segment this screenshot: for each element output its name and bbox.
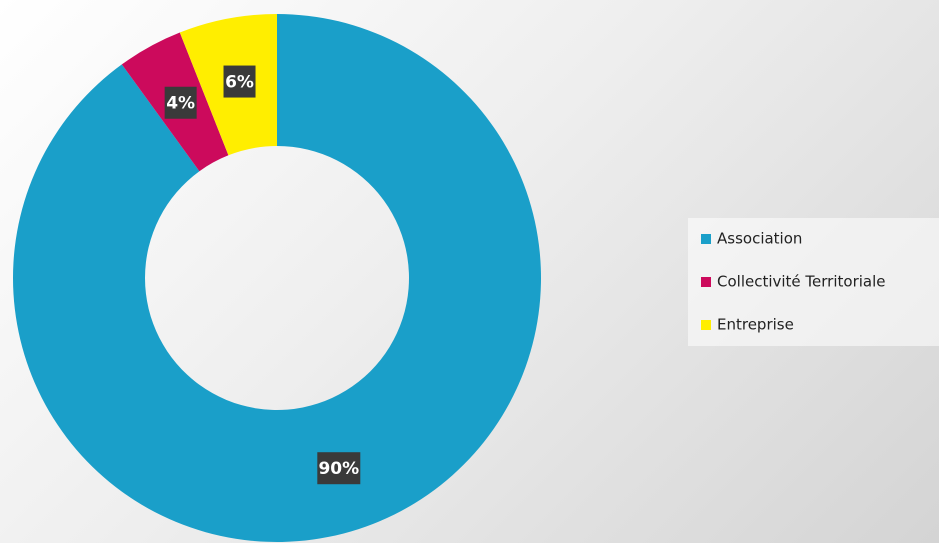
legend-marker [701,277,711,287]
data-label: 6% [225,73,254,93]
page: {"chart_data": {"type": "donut", "catego… [0,0,939,543]
donut [13,14,541,542]
chart: 90% 4% 6% Association Collectivité Territor… [0,0,939,543]
data-label: 90% [318,459,359,479]
data-label: 4% [166,94,195,114]
legend-label: Collectivité Territoriale [717,273,886,291]
legend-label: Association [717,230,802,248]
legend-marker [701,320,711,330]
legend-label: Entreprise [717,316,794,334]
legend-marker [701,234,711,244]
